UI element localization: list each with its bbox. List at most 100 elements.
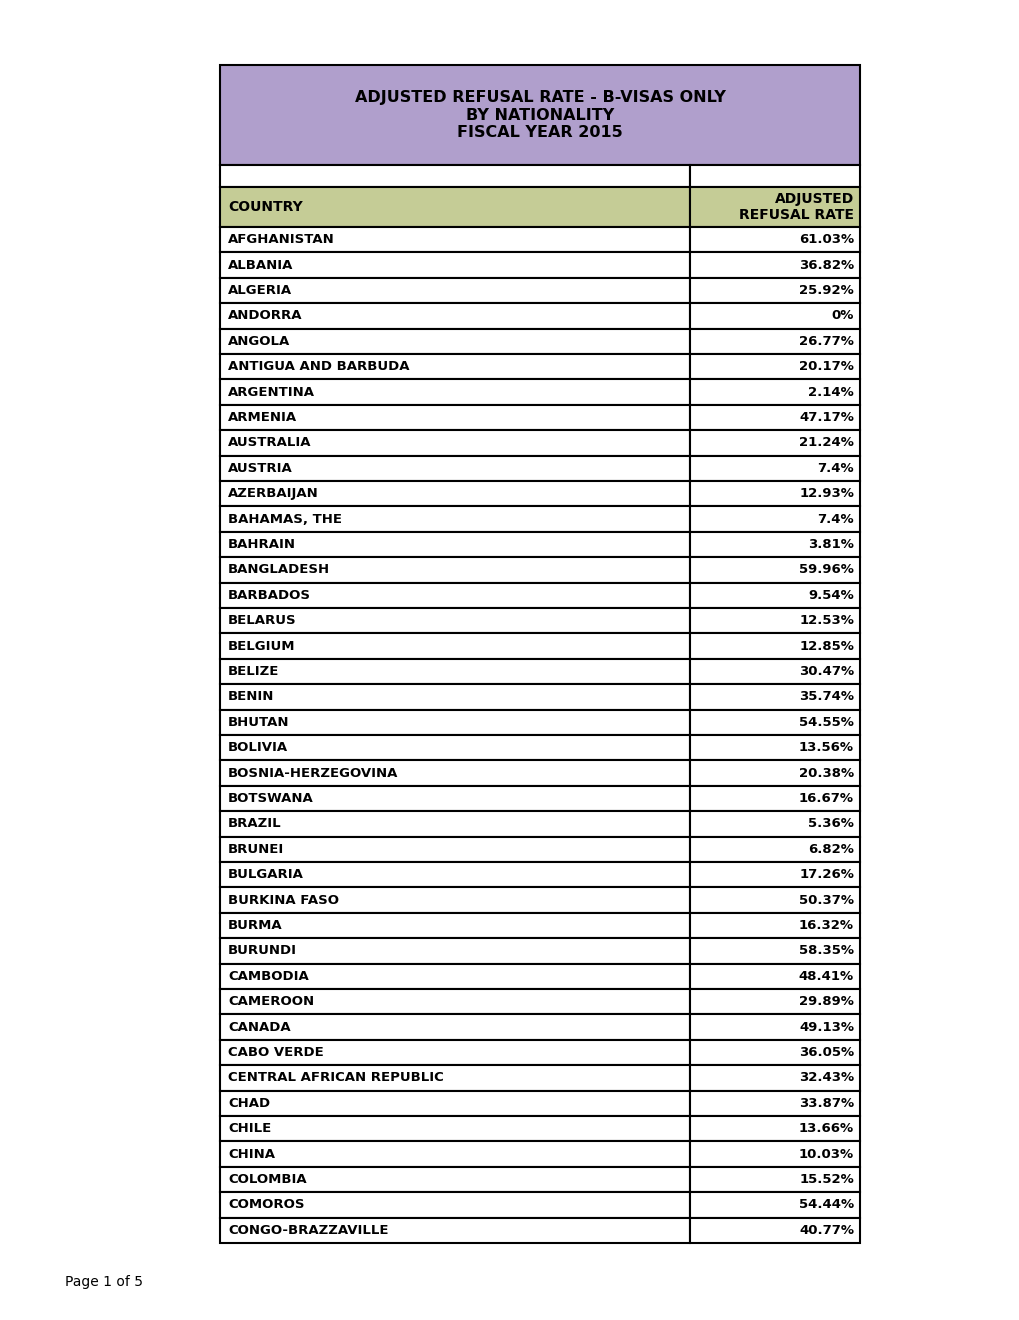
Bar xyxy=(690,1192,859,1217)
Bar xyxy=(220,634,690,659)
Bar xyxy=(220,939,690,964)
Bar xyxy=(220,659,690,684)
Bar xyxy=(690,812,859,837)
Bar xyxy=(690,1040,859,1065)
Text: 54.44%: 54.44% xyxy=(798,1199,853,1212)
Text: 33.87%: 33.87% xyxy=(798,1097,853,1110)
Text: 7.4%: 7.4% xyxy=(816,462,853,475)
Text: BANGLADESH: BANGLADESH xyxy=(228,564,330,577)
Bar xyxy=(690,1115,859,1142)
Text: 12.85%: 12.85% xyxy=(798,640,853,652)
Text: BRUNEI: BRUNEI xyxy=(228,842,284,855)
Bar xyxy=(690,187,859,227)
Text: 6.82%: 6.82% xyxy=(807,842,853,855)
Text: AZERBAIJAN: AZERBAIJAN xyxy=(228,487,319,500)
Bar xyxy=(690,405,859,430)
Bar xyxy=(220,989,690,1014)
Text: ALBANIA: ALBANIA xyxy=(228,259,293,272)
Text: 20.17%: 20.17% xyxy=(798,360,853,374)
Bar xyxy=(690,887,859,913)
Bar xyxy=(690,634,859,659)
Text: COMOROS: COMOROS xyxy=(228,1199,305,1212)
Text: 0%: 0% xyxy=(830,309,853,322)
Text: CHILE: CHILE xyxy=(228,1122,271,1135)
Text: BOLIVIA: BOLIVIA xyxy=(228,742,287,754)
Bar xyxy=(690,582,859,609)
Bar xyxy=(220,329,690,354)
Bar xyxy=(220,710,690,735)
Bar xyxy=(690,252,859,277)
Bar xyxy=(220,1142,690,1167)
Bar xyxy=(690,1065,859,1090)
Text: 25.92%: 25.92% xyxy=(799,284,853,297)
Bar xyxy=(690,710,859,735)
Text: 47.17%: 47.17% xyxy=(798,411,853,424)
Bar xyxy=(220,507,690,532)
Bar xyxy=(220,1040,690,1065)
Text: 29.89%: 29.89% xyxy=(798,995,853,1008)
Bar xyxy=(690,480,859,507)
Bar xyxy=(220,684,690,710)
Text: 59.96%: 59.96% xyxy=(798,564,853,577)
Text: COUNTRY: COUNTRY xyxy=(228,201,303,214)
Text: 10.03%: 10.03% xyxy=(798,1147,853,1160)
Text: 49.13%: 49.13% xyxy=(798,1020,853,1034)
Text: Page 1 of 5: Page 1 of 5 xyxy=(65,1275,143,1290)
Text: ANGOLA: ANGOLA xyxy=(228,335,290,347)
Bar xyxy=(690,837,859,862)
Bar xyxy=(690,557,859,582)
Text: ANTIGUA AND BARBUDA: ANTIGUA AND BARBUDA xyxy=(228,360,409,374)
Bar xyxy=(220,812,690,837)
Text: 58.35%: 58.35% xyxy=(798,944,853,957)
Text: 16.67%: 16.67% xyxy=(798,792,853,805)
Bar xyxy=(220,1217,690,1243)
Bar xyxy=(690,989,859,1014)
Text: CAMBODIA: CAMBODIA xyxy=(228,970,309,983)
Bar xyxy=(690,165,859,187)
Bar xyxy=(220,1167,690,1192)
Bar xyxy=(220,532,690,557)
Text: 17.26%: 17.26% xyxy=(798,869,853,882)
Text: ALGERIA: ALGERIA xyxy=(228,284,291,297)
Bar xyxy=(220,354,690,379)
Bar xyxy=(220,379,690,405)
Text: 9.54%: 9.54% xyxy=(807,589,853,602)
Text: 15.52%: 15.52% xyxy=(799,1173,853,1185)
Bar xyxy=(220,455,690,480)
Bar xyxy=(220,964,690,989)
Bar xyxy=(220,165,690,187)
Text: 12.53%: 12.53% xyxy=(798,614,853,627)
Text: CABO VERDE: CABO VERDE xyxy=(228,1045,323,1059)
Text: 40.77%: 40.77% xyxy=(798,1224,853,1237)
Bar xyxy=(690,1142,859,1167)
Bar xyxy=(220,1090,690,1115)
Bar xyxy=(220,430,690,455)
Text: AFGHANISTAN: AFGHANISTAN xyxy=(228,234,334,247)
Text: 21.24%: 21.24% xyxy=(798,437,853,449)
Bar xyxy=(690,379,859,405)
Text: BHUTAN: BHUTAN xyxy=(228,715,289,729)
Text: COLOMBIA: COLOMBIA xyxy=(228,1173,307,1185)
Text: BOTSWANA: BOTSWANA xyxy=(228,792,314,805)
Text: BRAZIL: BRAZIL xyxy=(228,817,281,830)
Text: 7.4%: 7.4% xyxy=(816,512,853,525)
Text: BELIZE: BELIZE xyxy=(228,665,279,678)
Text: 20.38%: 20.38% xyxy=(798,767,853,780)
Text: 26.77%: 26.77% xyxy=(798,335,853,347)
Bar xyxy=(220,227,690,252)
Text: 3.81%: 3.81% xyxy=(807,539,853,550)
Bar xyxy=(220,187,690,227)
Bar xyxy=(220,735,690,760)
Text: CONGO-BRAZZAVILLE: CONGO-BRAZZAVILLE xyxy=(228,1224,388,1237)
Bar xyxy=(690,735,859,760)
Bar xyxy=(690,862,859,887)
Bar xyxy=(690,1217,859,1243)
Text: BARBADOS: BARBADOS xyxy=(228,589,311,602)
Text: 2.14%: 2.14% xyxy=(807,385,853,399)
Text: BOSNIA-HERZEGOVINA: BOSNIA-HERZEGOVINA xyxy=(228,767,398,780)
Text: BURUNDI: BURUNDI xyxy=(228,944,297,957)
Bar xyxy=(220,837,690,862)
Bar xyxy=(690,430,859,455)
Text: ARGENTINA: ARGENTINA xyxy=(228,385,315,399)
Bar xyxy=(690,227,859,252)
